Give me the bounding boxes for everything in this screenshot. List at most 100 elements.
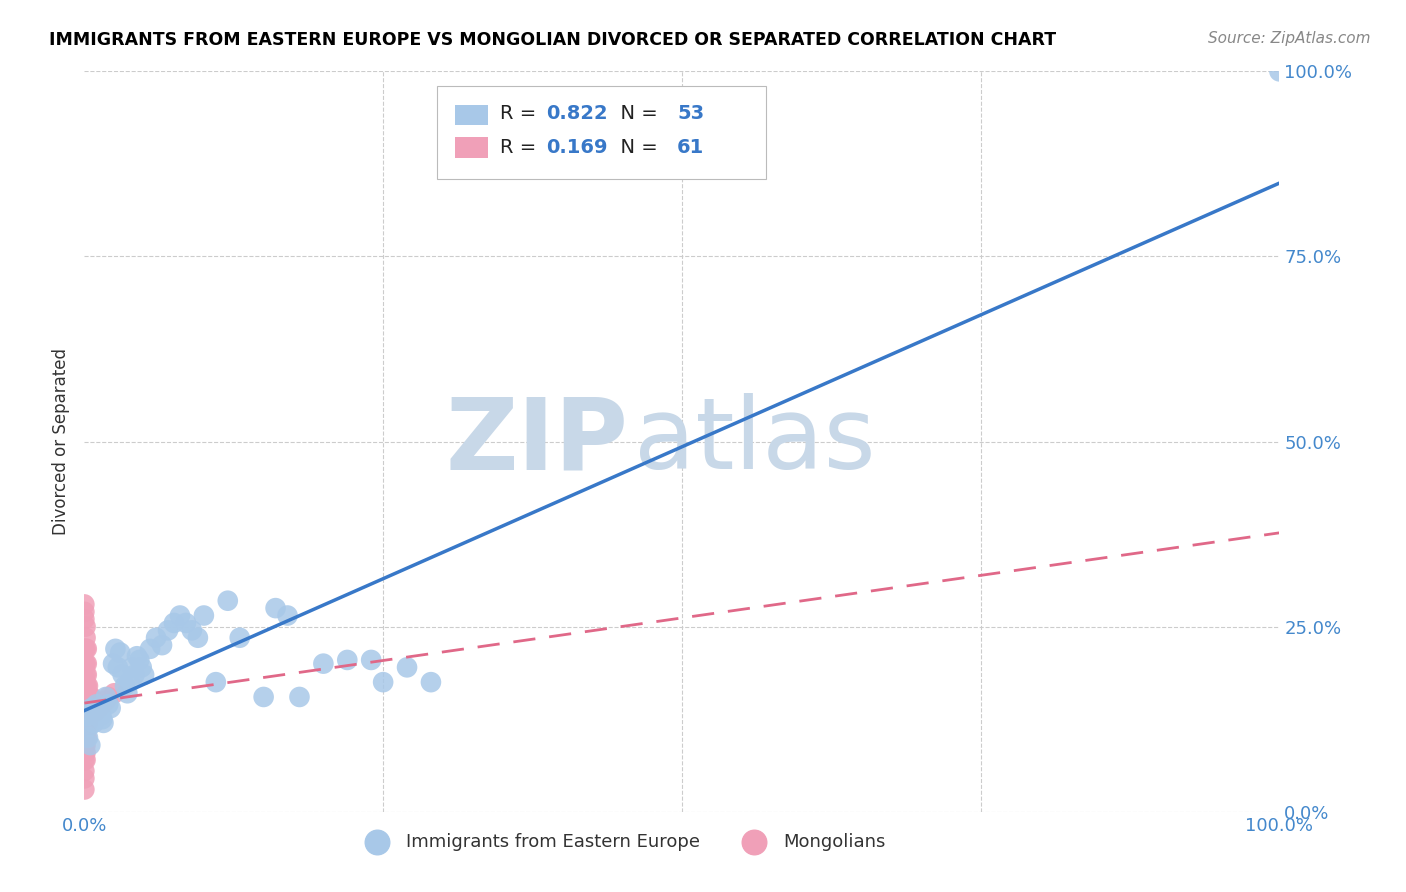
Point (420, 675, 443, 690)
Point (79, 690, 101, 704)
Point (76, 641, 98, 656)
Point (86, 698, 108, 712)
Point (76, 708, 98, 723)
Point (80, 701, 103, 715)
Point (110, 646, 132, 660)
Point (75, 690, 97, 704)
Point (128, 653, 150, 667)
Point (73, 657, 96, 671)
Point (125, 649, 148, 664)
Point (114, 679, 136, 693)
Point (73, 738, 96, 752)
Point (75, 631, 97, 645)
Point (79, 738, 101, 752)
Point (150, 638, 173, 652)
Point (75, 619, 97, 633)
Point (73, 690, 96, 704)
Point (82, 701, 104, 715)
Point (97, 698, 120, 712)
Text: R =: R = (501, 138, 543, 157)
Point (76, 657, 98, 671)
Point (77, 701, 100, 715)
Point (76, 690, 98, 704)
Point (83, 698, 105, 712)
Point (73, 731, 96, 745)
Legend: Immigrants from Eastern Europe, Mongolians: Immigrants from Eastern Europe, Mongolia… (352, 826, 893, 858)
FancyBboxPatch shape (437, 87, 766, 178)
Point (84, 705, 107, 719)
Point (107, 660, 129, 674)
Point (77, 715, 100, 730)
Point (132, 667, 156, 681)
Point (73, 782, 96, 797)
Point (103, 686, 125, 700)
Point (77, 679, 100, 693)
Point (77, 690, 100, 704)
Point (76, 731, 98, 745)
Point (77, 731, 100, 745)
Point (79, 701, 101, 715)
Point (104, 641, 127, 656)
Point (169, 608, 191, 623)
Point (91, 698, 114, 712)
Point (93, 715, 115, 730)
Point (187, 631, 209, 645)
Text: 0.169: 0.169 (546, 138, 607, 157)
Point (100, 701, 122, 715)
Text: IMMIGRANTS FROM EASTERN EUROPE VS MONGOLIAN DIVORCED OR SEPARATED CORRELATION CH: IMMIGRANTS FROM EASTERN EUROPE VS MONGOL… (49, 31, 1056, 49)
Point (75, 667, 97, 681)
Point (73, 746, 96, 760)
Point (264, 601, 287, 615)
Text: N =: N = (607, 104, 664, 123)
Point (312, 657, 335, 671)
Point (90, 708, 112, 723)
Point (117, 686, 139, 700)
Point (75, 679, 97, 693)
Point (76, 679, 98, 693)
Point (75, 723, 97, 738)
Point (75, 715, 97, 730)
Point (76, 715, 98, 730)
Point (396, 660, 419, 674)
Point (121, 660, 143, 674)
Point (73, 705, 96, 719)
Point (73, 698, 96, 712)
Point (336, 653, 359, 667)
Point (124, 667, 146, 681)
Point (145, 631, 167, 645)
Point (73, 712, 96, 726)
Point (131, 660, 153, 674)
Text: atlas: atlas (634, 393, 876, 490)
Bar (456, 104, 488, 126)
Point (229, 631, 252, 645)
Point (163, 615, 186, 630)
Point (193, 608, 215, 623)
Point (91, 712, 114, 726)
Point (77, 708, 100, 723)
Point (77, 701, 100, 715)
Point (75, 701, 97, 715)
Point (73, 772, 96, 786)
Point (73, 605, 96, 619)
Point (80, 690, 103, 704)
Point (75, 708, 97, 723)
Y-axis label: Divorced or Separated: Divorced or Separated (52, 348, 70, 535)
Point (73, 723, 96, 738)
Point (253, 690, 276, 704)
Point (75, 641, 97, 656)
Text: R =: R = (501, 104, 543, 123)
Point (73, 753, 96, 767)
Point (360, 653, 382, 667)
Point (174, 615, 197, 630)
Point (94, 690, 117, 704)
Point (157, 624, 180, 638)
Point (86, 698, 108, 712)
Point (77, 690, 100, 704)
Point (73, 764, 96, 778)
Point (118, 675, 141, 690)
Point (101, 657, 124, 671)
Point (139, 641, 162, 656)
Point (87, 701, 110, 715)
Point (288, 690, 311, 704)
Point (217, 593, 239, 607)
